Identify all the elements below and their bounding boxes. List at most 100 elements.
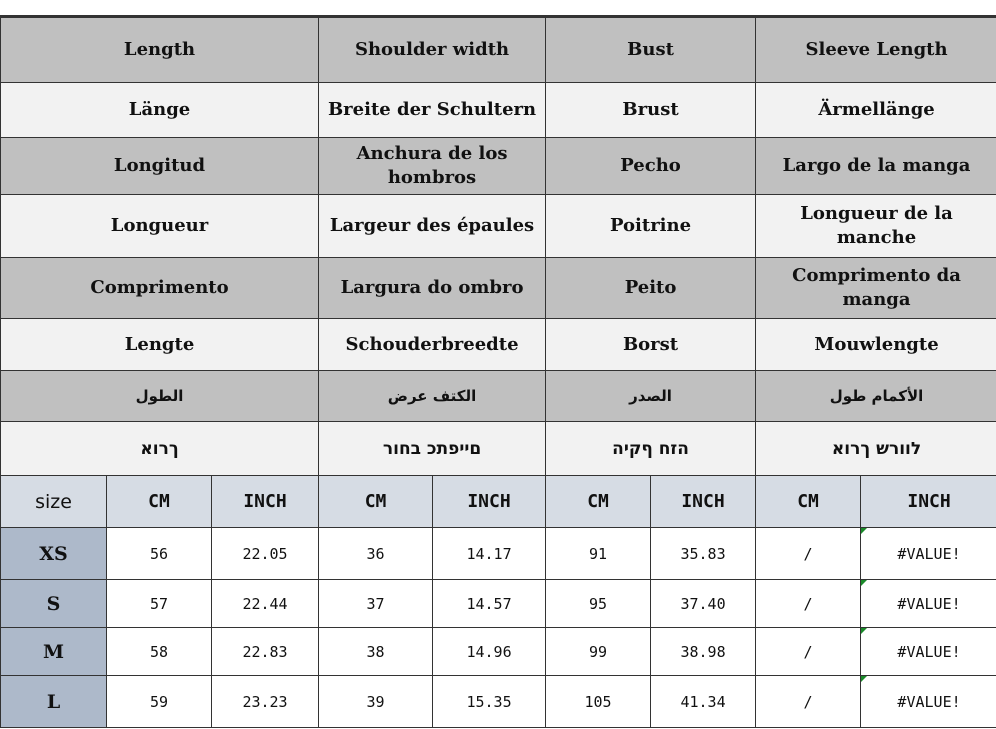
label-row-he: ךרוא םייפתכ בחור הזח ףקיה לוורש ךרוא [0,421,996,476]
value-cell: 37 [318,579,434,628]
value-cell: 56 [106,527,212,580]
measurement-label: Borst [545,318,757,371]
measurement-label: Brust [545,82,757,138]
error-cell: #VALUE! [860,579,996,628]
cell-value: 99 [589,642,608,661]
measurement-label: Poitrine [545,194,757,258]
size-chart-table: Length Shoulder width Bust Sleeve Length Län… [0,17,996,728]
cell-value: 22.83 [242,642,288,661]
cell-value: 14.96 [466,642,512,661]
cell-value: #VALUE! [897,692,961,711]
value-cell: 58 [106,627,212,676]
measurement-label: الصدر [545,370,757,422]
measurement-label: Anchura de los hombros [318,137,547,195]
value-cell: / [755,675,862,728]
cell-value: #VALUE! [897,594,961,613]
error-indicator-icon [861,628,868,634]
measurement-label: ךרוא [0,421,320,476]
cell-value: 59 [149,692,169,711]
cell-value: / [803,642,813,661]
label-row-es: Longitud Anchura de los hombros Pecho Largo… [0,137,996,195]
measurement-label: Shoulder width [318,17,547,83]
size-cell: M [0,627,107,676]
measurement-label: Peito [545,257,757,319]
measurement-label: Longitud [0,137,320,195]
cell-value: 91 [589,544,608,563]
value-cell: / [755,579,862,628]
size-cell: XS [0,527,107,580]
value-cell: 41.34 [650,675,757,728]
label-row-nl: Lengte Schouderbreedte Borst Mouwlengte [0,318,996,371]
unit-header: INCH [860,475,996,528]
cell-value: 39 [366,692,385,711]
measurement-label: Mouwlengte [755,318,996,371]
unit-header: CM [545,475,652,528]
cell-value: 58 [149,642,169,661]
label-row-en: Length Shoulder width Bust Sleeve Length [0,17,996,83]
measurement-label: Longueur de la manche [755,194,996,258]
value-cell: 15.35 [432,675,547,728]
cell-value: 95 [589,594,608,613]
label-row-de: Länge Breite der Schultern Brust Ärmellänge [0,82,996,138]
measurement-label: הזח ףקיה [545,421,757,476]
value-cell: 91 [545,527,652,580]
value-cell: 59 [106,675,212,728]
value-cell: 35.83 [650,527,757,580]
cell-value: 38 [366,642,385,661]
value-cell: 36 [318,527,434,580]
cell-value: 22.05 [242,544,288,563]
cell-value: 15.35 [466,692,512,711]
error-indicator-icon [861,676,868,682]
value-cell: 99 [545,627,652,676]
cell-value: 36 [366,544,385,563]
unit-header: CM [755,475,862,528]
error-cell: #VALUE! [860,527,996,580]
label-row-pt: Comprimento Largura do ombro Peito Comprime… [0,257,996,319]
cell-value: 14.17 [466,544,512,563]
measurement-label: Pecho [545,137,757,195]
measurement-label: Longueur [0,194,320,258]
label-row-ar: الطول الكتف عرض الصدر الأكمام طول [0,370,996,422]
value-cell: / [755,627,862,676]
measurement-label: Sleeve Length [755,17,996,83]
value-cell: 22.83 [210,627,320,676]
cell-value: 38.98 [680,642,726,661]
cell-value: 105 [584,692,612,711]
unit-header: INCH [210,475,320,528]
table-row: XS 56 22.05 36 14.17 91 35.83 / #VALUE! [0,527,996,580]
measurement-label: Comprimento [0,257,320,319]
value-cell: 38 [318,627,434,676]
measurement-label: Länge [0,82,320,138]
unit-header: INCH [650,475,757,528]
unit-header: INCH [432,475,547,528]
value-cell: 38.98 [650,627,757,676]
value-cell: 22.44 [210,579,320,628]
size-cell: L [0,675,107,728]
value-cell: 105 [545,675,652,728]
cell-value: 37.40 [680,594,726,613]
measurement-label: םייפתכ בחור [318,421,547,476]
cell-value: / [803,594,813,613]
table-row: S 57 22.44 37 14.57 95 37.40 / #VALUE! [0,579,996,628]
unit-header: CM [106,475,212,528]
error-cell: #VALUE! [860,675,996,728]
error-cell: #VALUE! [860,627,996,676]
measurement-label: Lengte [0,318,320,371]
cell-value: #VALUE! [897,642,961,661]
top-blank-row [0,0,996,17]
value-cell: 22.05 [210,527,320,580]
measurement-label: לוורש ךרוא [755,421,996,476]
cell-value: 22.44 [242,594,288,613]
unit-header: CM [318,475,434,528]
error-indicator-icon [861,580,868,586]
cell-value: #VALUE! [897,544,961,563]
label-row-fr: Longueur Largeur des épaules Poitrine Longu… [0,194,996,258]
cell-value: / [803,692,813,711]
value-cell: 14.96 [432,627,547,676]
cell-value: 57 [149,594,169,613]
measurement-label: Bust [545,17,757,83]
size-cell: S [0,579,107,628]
value-cell: 14.57 [432,579,547,628]
measurement-label: Largura do ombro [318,257,547,319]
value-cell: 37.40 [650,579,757,628]
